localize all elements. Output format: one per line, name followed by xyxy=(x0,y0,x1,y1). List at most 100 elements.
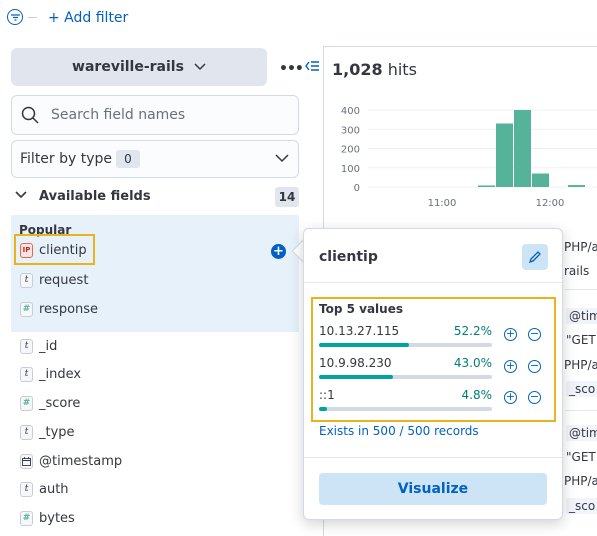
field-item-id[interactable]: t _id xyxy=(20,336,57,356)
string-type-icon: t xyxy=(20,338,33,354)
field-badge: @tim xyxy=(566,308,597,324)
filter-out-value-icon[interactable]: − xyxy=(528,359,541,373)
doc-snippet: _sco xyxy=(566,498,597,514)
calendar-icon xyxy=(20,453,33,469)
available-fields-count: 14 xyxy=(275,187,299,207)
field-item-response[interactable]: # response xyxy=(20,299,98,319)
filter-for-value-icon[interactable]: + xyxy=(504,390,517,404)
filter-for-value-icon[interactable]: + xyxy=(504,327,517,341)
filter-by-type-label: Filter by type xyxy=(20,151,113,167)
string-type-icon: t xyxy=(20,481,33,497)
index-pattern-selector[interactable]: wareville-rails xyxy=(11,48,267,86)
value-name: 10.9.98.230 xyxy=(319,356,392,370)
filter-options-icon[interactable] xyxy=(7,9,23,25)
chevron-down-icon[interactable] xyxy=(15,189,27,201)
value-percent: 52.2% xyxy=(453,324,492,338)
chevron-down-icon xyxy=(194,63,206,71)
progress-track xyxy=(319,375,492,379)
value-name: 10.13.27.115 xyxy=(319,324,400,338)
pencil-icon xyxy=(528,251,541,264)
divider xyxy=(28,17,37,18)
field-name: _score xyxy=(39,395,81,411)
histogram-bar[interactable] xyxy=(478,185,495,187)
string-type-icon: t xyxy=(20,424,33,440)
field-name: clientip xyxy=(39,242,87,258)
top-values-title: Top 5 values xyxy=(319,302,403,316)
available-fields-toggle[interactable]: Available fields xyxy=(39,189,151,204)
y-tick-label: 100 xyxy=(341,164,360,175)
field-badge: _sco xyxy=(566,498,597,514)
progress-track xyxy=(319,407,492,411)
filter-by-type-dropdown[interactable] xyxy=(11,140,299,178)
field-item-request[interactable]: t request xyxy=(20,270,88,290)
divider xyxy=(565,289,597,290)
filter-count-badge: 0 xyxy=(116,150,140,168)
progress-track xyxy=(319,343,492,347)
progress-fill xyxy=(319,375,394,379)
doc-snippet: _sco xyxy=(566,381,597,397)
visualize-button[interactable]: Visualize xyxy=(319,473,547,505)
edit-field-button[interactable] xyxy=(522,244,548,270)
field-name: @timestamp xyxy=(39,453,123,469)
histogram-bar[interactable] xyxy=(532,173,549,187)
divider xyxy=(304,282,562,283)
add-field-icon[interactable]: + xyxy=(271,244,286,259)
histogram-chart[interactable]: 400 300 200 100 0 11:00 12:00 xyxy=(330,100,597,215)
x-tick-label: 12:00 xyxy=(536,198,565,209)
histogram-bar[interactable] xyxy=(568,185,585,187)
value-name: ::1 xyxy=(319,388,335,402)
string-type-icon: t xyxy=(20,272,33,288)
field-name: request xyxy=(39,272,89,288)
field-name: _type xyxy=(39,424,75,440)
filter-for-value-icon[interactable]: + xyxy=(504,359,517,373)
field-item-index[interactable]: t _index xyxy=(20,364,81,384)
doc-snippet: PHP/a xyxy=(564,240,597,254)
filter-out-value-icon[interactable]: − xyxy=(528,390,541,404)
doc-snippet: PHP/a xyxy=(564,358,597,372)
field-name: _id xyxy=(39,338,58,354)
field-item-auth[interactable]: t auth xyxy=(20,479,69,499)
hits-number: 1,028 xyxy=(332,60,383,79)
ip-type-icon: IP xyxy=(20,242,33,258)
field-badge: @tim xyxy=(566,425,597,441)
progress-fill xyxy=(319,407,328,411)
index-pattern-name: wareville-rails xyxy=(72,59,184,75)
ellipsis-icon[interactable]: ••• xyxy=(279,61,304,77)
collapse-sidebar-icon[interactable] xyxy=(304,58,320,74)
field-details-popover xyxy=(303,228,563,520)
search-placeholder: Search field names xyxy=(51,107,186,123)
exists-in-records-link[interactable]: Exists in 500 / 500 records xyxy=(319,424,479,438)
field-name: response xyxy=(39,301,99,317)
filter-out-value-icon[interactable]: − xyxy=(528,327,541,341)
divider xyxy=(565,410,597,411)
value-percent: 43.0% xyxy=(453,356,492,370)
popover-title: clientip xyxy=(319,249,378,265)
field-item-score[interactable]: # _score xyxy=(20,393,80,413)
field-item-timestamp[interactable]: @timestamp xyxy=(20,451,122,471)
doc-snippet: "GET xyxy=(566,450,596,464)
hits-label: hits xyxy=(387,60,417,79)
histogram-bar[interactable] xyxy=(514,110,531,187)
highlight-box xyxy=(14,234,95,265)
number-type-icon: # xyxy=(20,301,33,317)
y-tick-label: 0 xyxy=(354,183,360,194)
field-item-bytes[interactable]: # bytes xyxy=(20,508,75,528)
field-badge: _sco xyxy=(566,381,597,397)
chevron-down-icon xyxy=(275,154,289,163)
doc-snippet: PHP/a xyxy=(564,474,597,488)
doc-snippet: @tim xyxy=(566,425,597,441)
doc-snippet: @tim xyxy=(566,308,597,324)
y-tick-label: 200 xyxy=(341,145,360,156)
search-field-input[interactable] xyxy=(11,95,299,135)
value-percent: 4.8% xyxy=(461,388,493,402)
hits-count: 1,028 hits xyxy=(332,60,417,79)
field-name: auth xyxy=(39,481,69,497)
field-name: bytes xyxy=(39,510,75,526)
field-item-clientip[interactable]: IP clientip xyxy=(20,240,87,260)
histogram-bar[interactable] xyxy=(496,123,513,187)
add-filter-button[interactable]: + Add filter xyxy=(48,10,129,26)
popular-label: Popular xyxy=(19,223,72,237)
field-item-type[interactable]: t _type xyxy=(20,422,75,442)
string-type-icon: t xyxy=(20,366,33,382)
search-icon xyxy=(21,106,39,124)
